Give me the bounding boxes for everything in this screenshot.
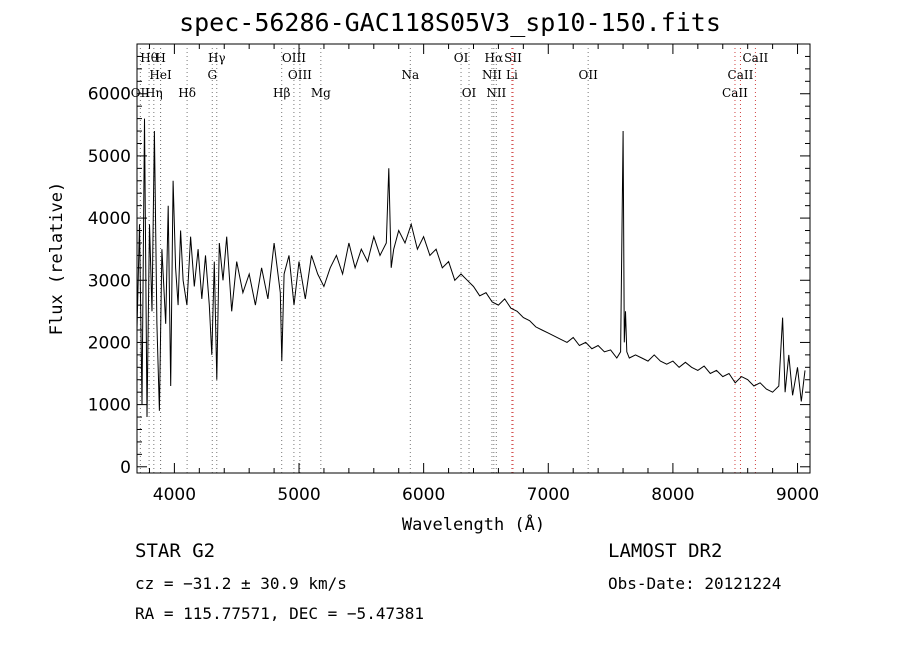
spectral-line-label: OIII [288,68,312,82]
spectral-line-label: CaII [728,68,754,82]
spectral-line-label: OI [462,86,477,100]
y-tick-label: 5000 [88,147,131,167]
x-tick-label: 4000 [153,485,196,505]
y-tick-label: 6000 [88,85,131,105]
spectral-line-label: OII [578,68,598,82]
spectral-line-label: Hγ [208,51,226,65]
x-tick-label: 8000 [651,485,694,505]
redshift-label: cz = −31.2 ± 30.9 km/s [135,574,347,593]
x-tick-label: 6000 [402,485,445,505]
plot-frame [136,43,811,474]
spectral-line-label: Mg [311,86,331,100]
spectral-line-label: Li [506,68,518,82]
spectral-line-label: HeI [149,68,172,82]
spectral-line-label: OII [131,86,151,100]
spectral-line-label: Hη [145,86,163,100]
spectral-line-label: Hα [485,51,504,65]
spectrum-series-line [136,118,806,418]
y-tick-label: 1000 [88,396,131,416]
y-tick-label: 0 [120,458,131,478]
spectral-line-label: G [207,68,217,82]
survey-label: LAMOST DR2 [608,540,723,562]
spectral-line-label: NII [486,86,506,100]
y-tick-label: 3000 [88,271,131,291]
x-axis-label: Wavelength (Å) [402,513,545,535]
spectral-line-label: Hδ [178,86,196,100]
coordinates-label: RA = 115.77571, DEC = −5.47381 [135,604,424,623]
spectral-line-label: H [155,51,165,65]
spectral-line-label: SII [504,51,522,65]
obs-date-label: Obs-Date: 20121224 [608,574,782,593]
spectral-line-label: NII [482,68,502,82]
chart-title: spec-56286-GAC118S05V3_sp10-150.fits [179,8,721,37]
y-tick-label: 2000 [88,333,131,353]
y-tick-label: 4000 [88,209,131,229]
x-tick-label: 7000 [527,485,570,505]
x-tick-label: 5000 [277,485,320,505]
object-type-label: STAR G2 [135,540,216,562]
spectral-line-label: OIII [282,51,306,65]
x-tick-label: 9000 [776,485,819,505]
spectral-line-label: Hβ [273,86,290,100]
spectral-line-label: CaII [722,86,748,100]
spectral-line-label: Na [401,68,419,82]
spectral-line-label: CaII [742,51,768,65]
spectral-line-label: OI [454,51,469,65]
spectral-line-label: Hθ [140,51,158,65]
y-axis-label: Flux (relative) [47,182,67,336]
